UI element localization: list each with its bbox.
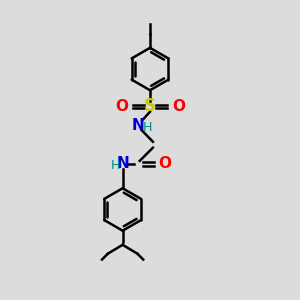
- Text: O: O: [158, 156, 172, 171]
- Text: O: O: [172, 99, 185, 114]
- Text: S: S: [144, 98, 156, 116]
- Text: N: N: [132, 118, 145, 133]
- Text: H: H: [142, 122, 152, 134]
- Text: H: H: [111, 159, 120, 172]
- Text: O: O: [115, 99, 128, 114]
- Text: N: N: [116, 156, 129, 171]
